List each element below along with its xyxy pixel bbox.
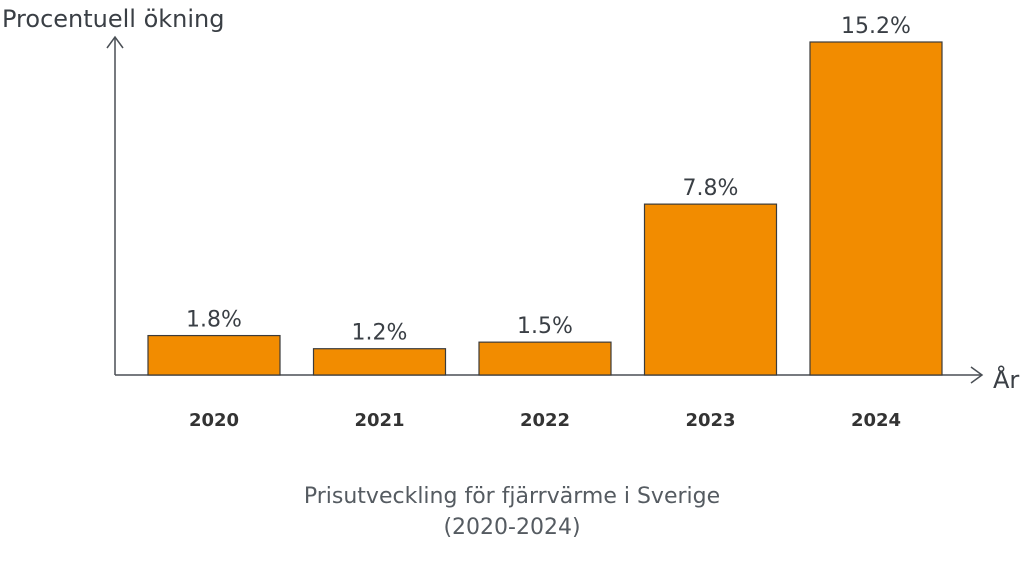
value-label-2020: 1.8% xyxy=(186,308,242,333)
value-label-2023: 7.8% xyxy=(683,176,739,201)
bar-2022 xyxy=(478,341,612,376)
value-label-2021: 1.2% xyxy=(352,321,408,346)
bar-2024 xyxy=(809,41,943,376)
bar-2020 xyxy=(147,334,281,376)
y-axis-arrowhead xyxy=(106,35,124,49)
x-tick-label-2023: 2023 xyxy=(685,410,735,431)
x-tick-label-2021: 2021 xyxy=(354,410,404,431)
x-tick-label-2020: 2020 xyxy=(189,410,239,431)
value-label-2024: 15.2% xyxy=(841,14,911,39)
bar-2021 xyxy=(312,348,447,376)
x-axis-title: År xyxy=(993,365,1019,394)
bar-2023 xyxy=(643,203,778,376)
bar-series: 1.8% 2020 1.2% 2021 1.5% 2022 7.8% 2023 15.2% 202… xyxy=(147,14,943,431)
chart-subtitle: (2020-2024) xyxy=(443,515,581,540)
y-axis-title: Procentuell ökning xyxy=(2,5,225,33)
x-axis-arrowhead xyxy=(970,366,984,384)
value-label-2022: 1.5% xyxy=(517,314,573,339)
bar-chart: Procentuell ökning År 1.8%20201.2%20211.… xyxy=(2,5,1019,431)
chart-title: Prisutveckling för fjärrvärme i Sverige xyxy=(303,484,721,509)
x-tick-label-2024: 2024 xyxy=(851,410,901,431)
x-tick-label-2022: 2022 xyxy=(520,410,570,431)
